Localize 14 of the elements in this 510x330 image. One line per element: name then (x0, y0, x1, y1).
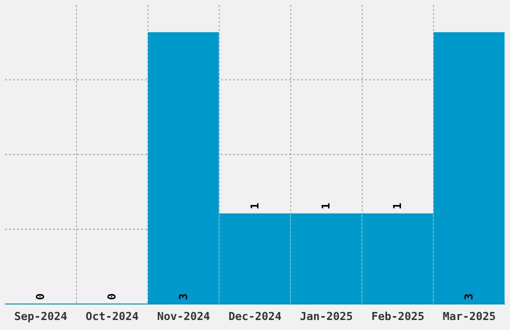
x-tick-label: Dec-2024 (228, 310, 282, 323)
data-label: 1 (320, 202, 333, 210)
x-tick-label: Mar-2025 (442, 310, 496, 323)
data-label: 3 (176, 293, 190, 300)
x-tick-label: Feb-2025 (371, 310, 424, 323)
data-label: 0 (105, 293, 118, 300)
x-tick-label: Oct-2024 (86, 310, 140, 323)
x-tick-label: Nov-2024 (157, 310, 210, 323)
data-label: 3 (462, 293, 476, 300)
data-label: 0 (34, 293, 47, 300)
data-label: 1 (248, 202, 262, 210)
x-tick-label: Sep-2024 (14, 310, 68, 323)
x-tick-label: Jan-2025 (300, 310, 353, 323)
data-label: 1 (391, 202, 404, 210)
